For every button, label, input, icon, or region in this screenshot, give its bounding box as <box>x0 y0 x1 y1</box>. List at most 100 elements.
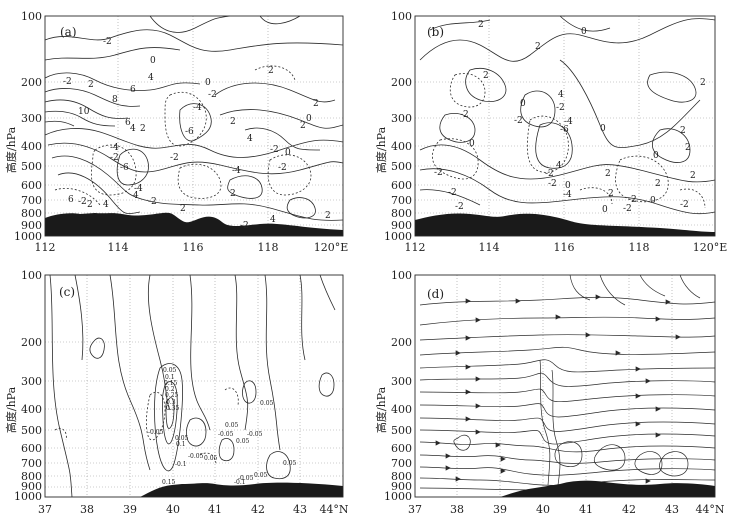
contour-label: -0.1 <box>234 479 246 486</box>
y-tick-label: 400 <box>21 140 42 153</box>
panel-d-label: (d) <box>427 287 444 301</box>
contour-label: 0.05 <box>204 455 218 462</box>
x-tick-label: 44°N <box>319 503 348 516</box>
contour-label: -2 <box>170 153 179 163</box>
contour-label: -2 <box>548 179 557 189</box>
contour-label: 2 <box>605 169 611 179</box>
contour-label: 2 <box>180 204 186 214</box>
contour-label: 4 <box>556 161 562 171</box>
contour-label: 0 <box>469 139 475 149</box>
contour-label: -2 <box>148 197 157 207</box>
x-tick-label: 118 <box>629 241 650 254</box>
x-tick-label: 39 <box>493 503 507 516</box>
panel-c-ylabel: 高度/hPa <box>4 386 18 433</box>
panel-a-label: (a) <box>60 25 77 39</box>
contour-label: -2 <box>78 197 87 207</box>
panel-b-contour-labels: 2 0 2 2 -2 2 4 -2 0 -4 -6 4 2 0 -2 2 -2 … <box>434 20 706 215</box>
contour-label: -2 <box>278 163 287 173</box>
contour-label: 2 <box>535 42 541 52</box>
y-tick-label: 200 <box>21 336 42 349</box>
y-tick-label: 500 <box>21 424 42 437</box>
y-tick-label: 600 <box>391 179 412 192</box>
contour-label: 0.05 <box>225 422 239 429</box>
panel-c: 高度/hPa 100 200 300 400 500 600 700 800 9… <box>4 269 349 516</box>
contour-label: -2 <box>434 168 443 178</box>
y-tick-label: 500 <box>391 160 412 173</box>
contour-label: 2 <box>268 66 274 76</box>
y-tick-label: 700 <box>21 194 42 207</box>
y-tick-label: 100 <box>391 269 412 282</box>
x-tick-label: 42 <box>251 503 265 516</box>
contour-label: 6 <box>125 118 131 128</box>
contour-label: 4 <box>558 90 564 100</box>
panel-a-plot: 0 -2 2 2 4 -2 6 8 10 -4 -6 -4 -2 6 4 2 0… <box>44 15 344 237</box>
x-tick-label: 37 <box>38 503 52 516</box>
y-tick-label: 500 <box>21 160 42 173</box>
contour-label: 2 <box>680 126 686 136</box>
contour-label: -2 <box>208 90 217 100</box>
contour-label: 4 <box>103 200 109 210</box>
contour-label: -0.05 <box>238 475 254 482</box>
contour-label: -4 <box>193 103 202 113</box>
y-tick-label: 800 <box>21 207 42 220</box>
x-tick-label: 114 <box>108 241 129 254</box>
contour-label: -2 <box>545 169 554 179</box>
contour-label: 4 <box>270 215 276 225</box>
y-tick-label: 300 <box>21 112 42 125</box>
contour-label: -2 <box>103 37 112 47</box>
contour-label: -2 <box>460 110 469 120</box>
panel-a-y-ticks: 100 200 300 400 500 600 700 800 900 1000 <box>14 10 42 243</box>
contour-label: 2 <box>313 99 319 109</box>
panel-a-x-ticks: 112 114 116 118 120°E <box>35 241 349 254</box>
y-tick-label: 400 <box>391 140 412 153</box>
contour-label: 4 <box>130 124 136 134</box>
x-tick-label: 43 <box>665 503 679 516</box>
contour-label: 0.05 <box>283 460 297 467</box>
y-tick-label: 700 <box>21 457 42 470</box>
x-tick-label: 38 <box>450 503 464 516</box>
contour-label: 2 <box>140 124 146 134</box>
contour-label: -2 <box>628 195 637 205</box>
contour-label: -2 <box>63 77 72 87</box>
x-tick-label: 42 <box>622 503 636 516</box>
x-tick-label: 116 <box>554 241 575 254</box>
x-tick-label: 118 <box>258 241 279 254</box>
contour-label: -6 <box>120 163 129 173</box>
y-tick-label: 800 <box>391 207 412 220</box>
x-tick-label: 112 <box>35 241 56 254</box>
y-tick-label: 400 <box>391 403 412 416</box>
contour-label: 0.05 <box>254 472 268 479</box>
panel-b-ylabel: 高度/hPa <box>374 126 388 173</box>
contour-label: 0.05 <box>163 367 177 374</box>
contour-label: 0 <box>205 78 211 88</box>
y-tick-label: 800 <box>21 470 42 483</box>
x-tick-label: 120°E <box>314 241 349 254</box>
contour-label: 2 <box>700 78 706 88</box>
y-tick-label: 300 <box>21 375 42 388</box>
contour-label: 0 <box>150 56 156 66</box>
x-tick-label: 41 <box>579 503 593 516</box>
panel-a-ylabel: 高度/hPa <box>4 126 18 173</box>
y-tick-label: 300 <box>391 112 412 125</box>
contour-label: 0 <box>581 27 587 37</box>
x-tick-label: 43 <box>293 503 307 516</box>
contour-label: -4 <box>134 184 143 194</box>
contour-label: -2 <box>455 202 464 212</box>
x-tick-label: 120°E <box>693 241 728 254</box>
contour-label: 0 <box>306 114 312 124</box>
contour-label: 2 <box>655 179 661 189</box>
panel-b-x-ticks: 112 114 116 118 120°E <box>405 241 728 254</box>
contour-label: -2 <box>623 204 632 214</box>
contour-label: 2 <box>483 71 489 81</box>
panel-c-y-ticks: 100 200 300 400 500 600 700 800 900 1000 <box>14 269 42 503</box>
contour-label: 0.1 <box>165 374 175 381</box>
contour-label: 0 <box>285 148 291 158</box>
contour-label: -6 <box>560 125 569 135</box>
contour-label: 2 <box>87 200 93 210</box>
contour-label: 0.05 <box>175 435 189 442</box>
y-tick-label: 300 <box>391 375 412 388</box>
y-tick-label: 700 <box>391 194 412 207</box>
contour-label: -2 <box>240 221 249 231</box>
